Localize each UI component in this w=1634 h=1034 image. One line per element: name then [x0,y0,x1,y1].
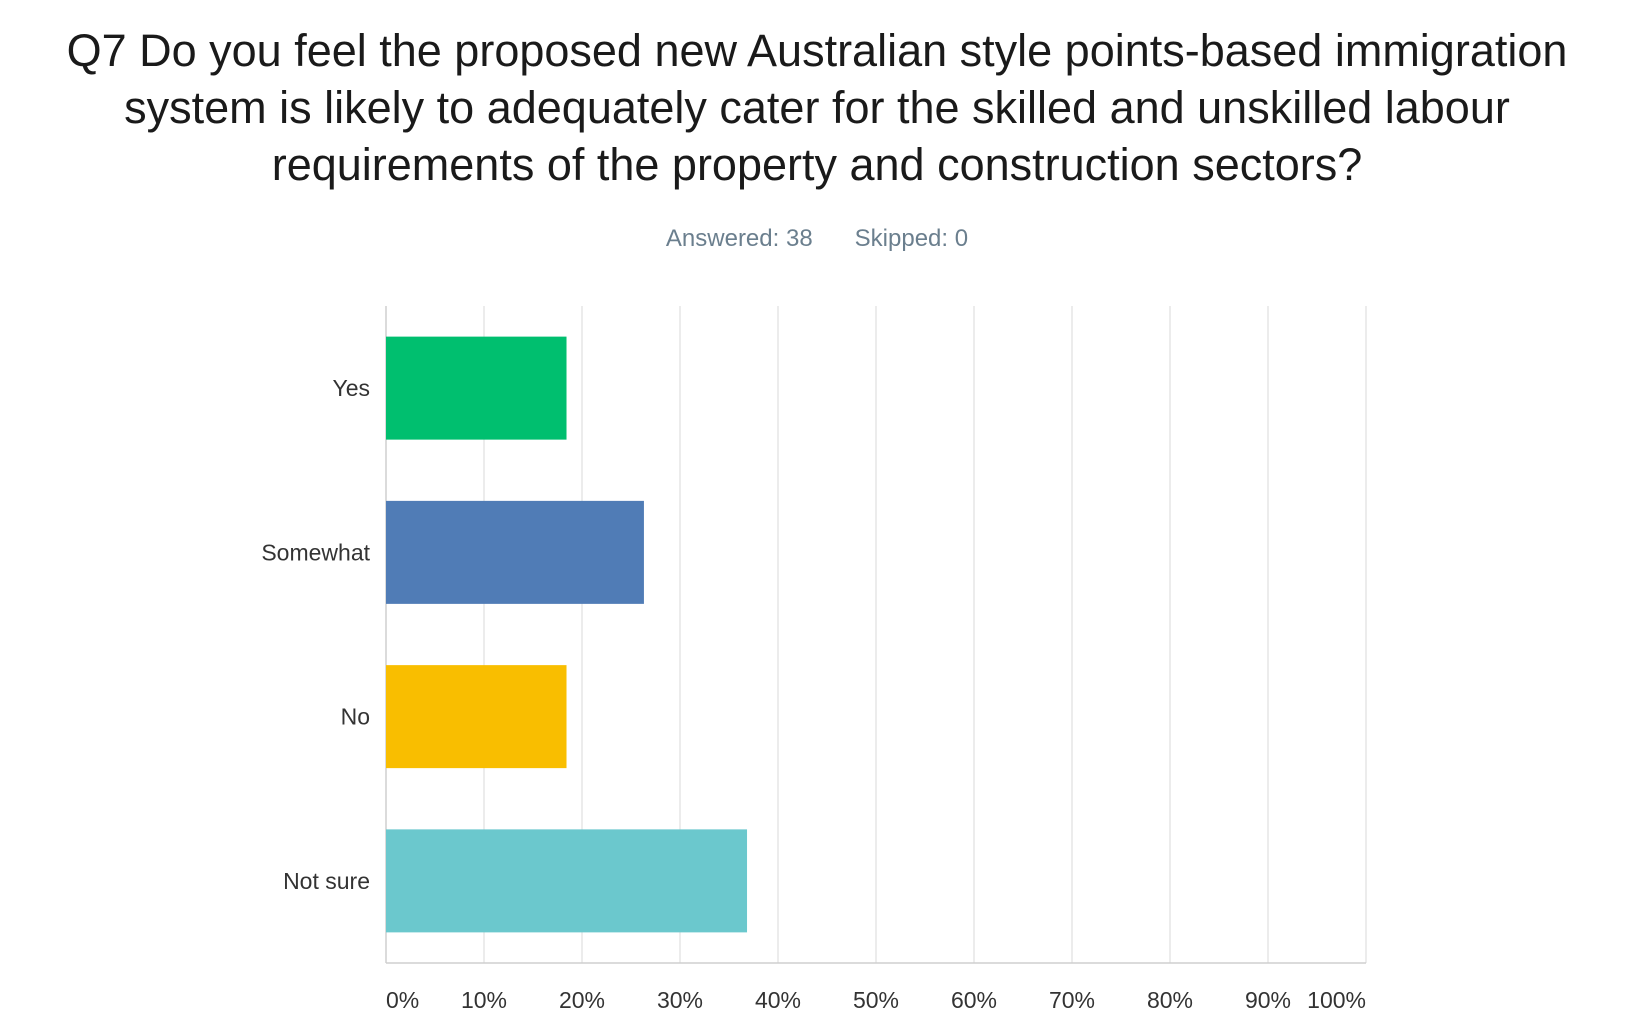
bar [386,336,567,440]
category-label: Yes [332,375,370,401]
bar [386,665,567,769]
x-tick-label: 40% [755,987,801,1013]
x-tick-label: 30% [657,987,703,1013]
category-label: No [341,704,370,730]
x-tick-label: 60% [951,987,997,1013]
response-summary: Answered: 38 Skipped: 0 [17,224,1617,254]
x-tick-label: 50% [853,987,899,1013]
bar [386,500,644,604]
x-tick-label: 10% [461,987,507,1013]
answered-count: Answered: 38 [665,225,813,252]
x-tick-label: 80% [1147,987,1193,1013]
x-tick-label: 100% [1307,987,1366,1013]
x-tick-label: 70% [1049,987,1095,1013]
x-tick-label: 20% [559,987,605,1013]
chart-title: Q7 Do you feel the proposed new Australi… [66,25,1568,190]
category-label: Not sure [283,868,370,894]
x-tick-label: 0% [386,987,419,1013]
x-tick-label: 90% [1245,987,1291,1013]
skipped-count: Skipped: 0 [854,225,969,252]
bar [386,829,748,933]
category-label: Somewhat [261,539,370,565]
